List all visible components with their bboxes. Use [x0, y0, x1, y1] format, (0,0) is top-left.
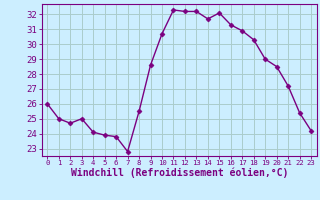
X-axis label: Windchill (Refroidissement éolien,°C): Windchill (Refroidissement éolien,°C)	[70, 168, 288, 178]
